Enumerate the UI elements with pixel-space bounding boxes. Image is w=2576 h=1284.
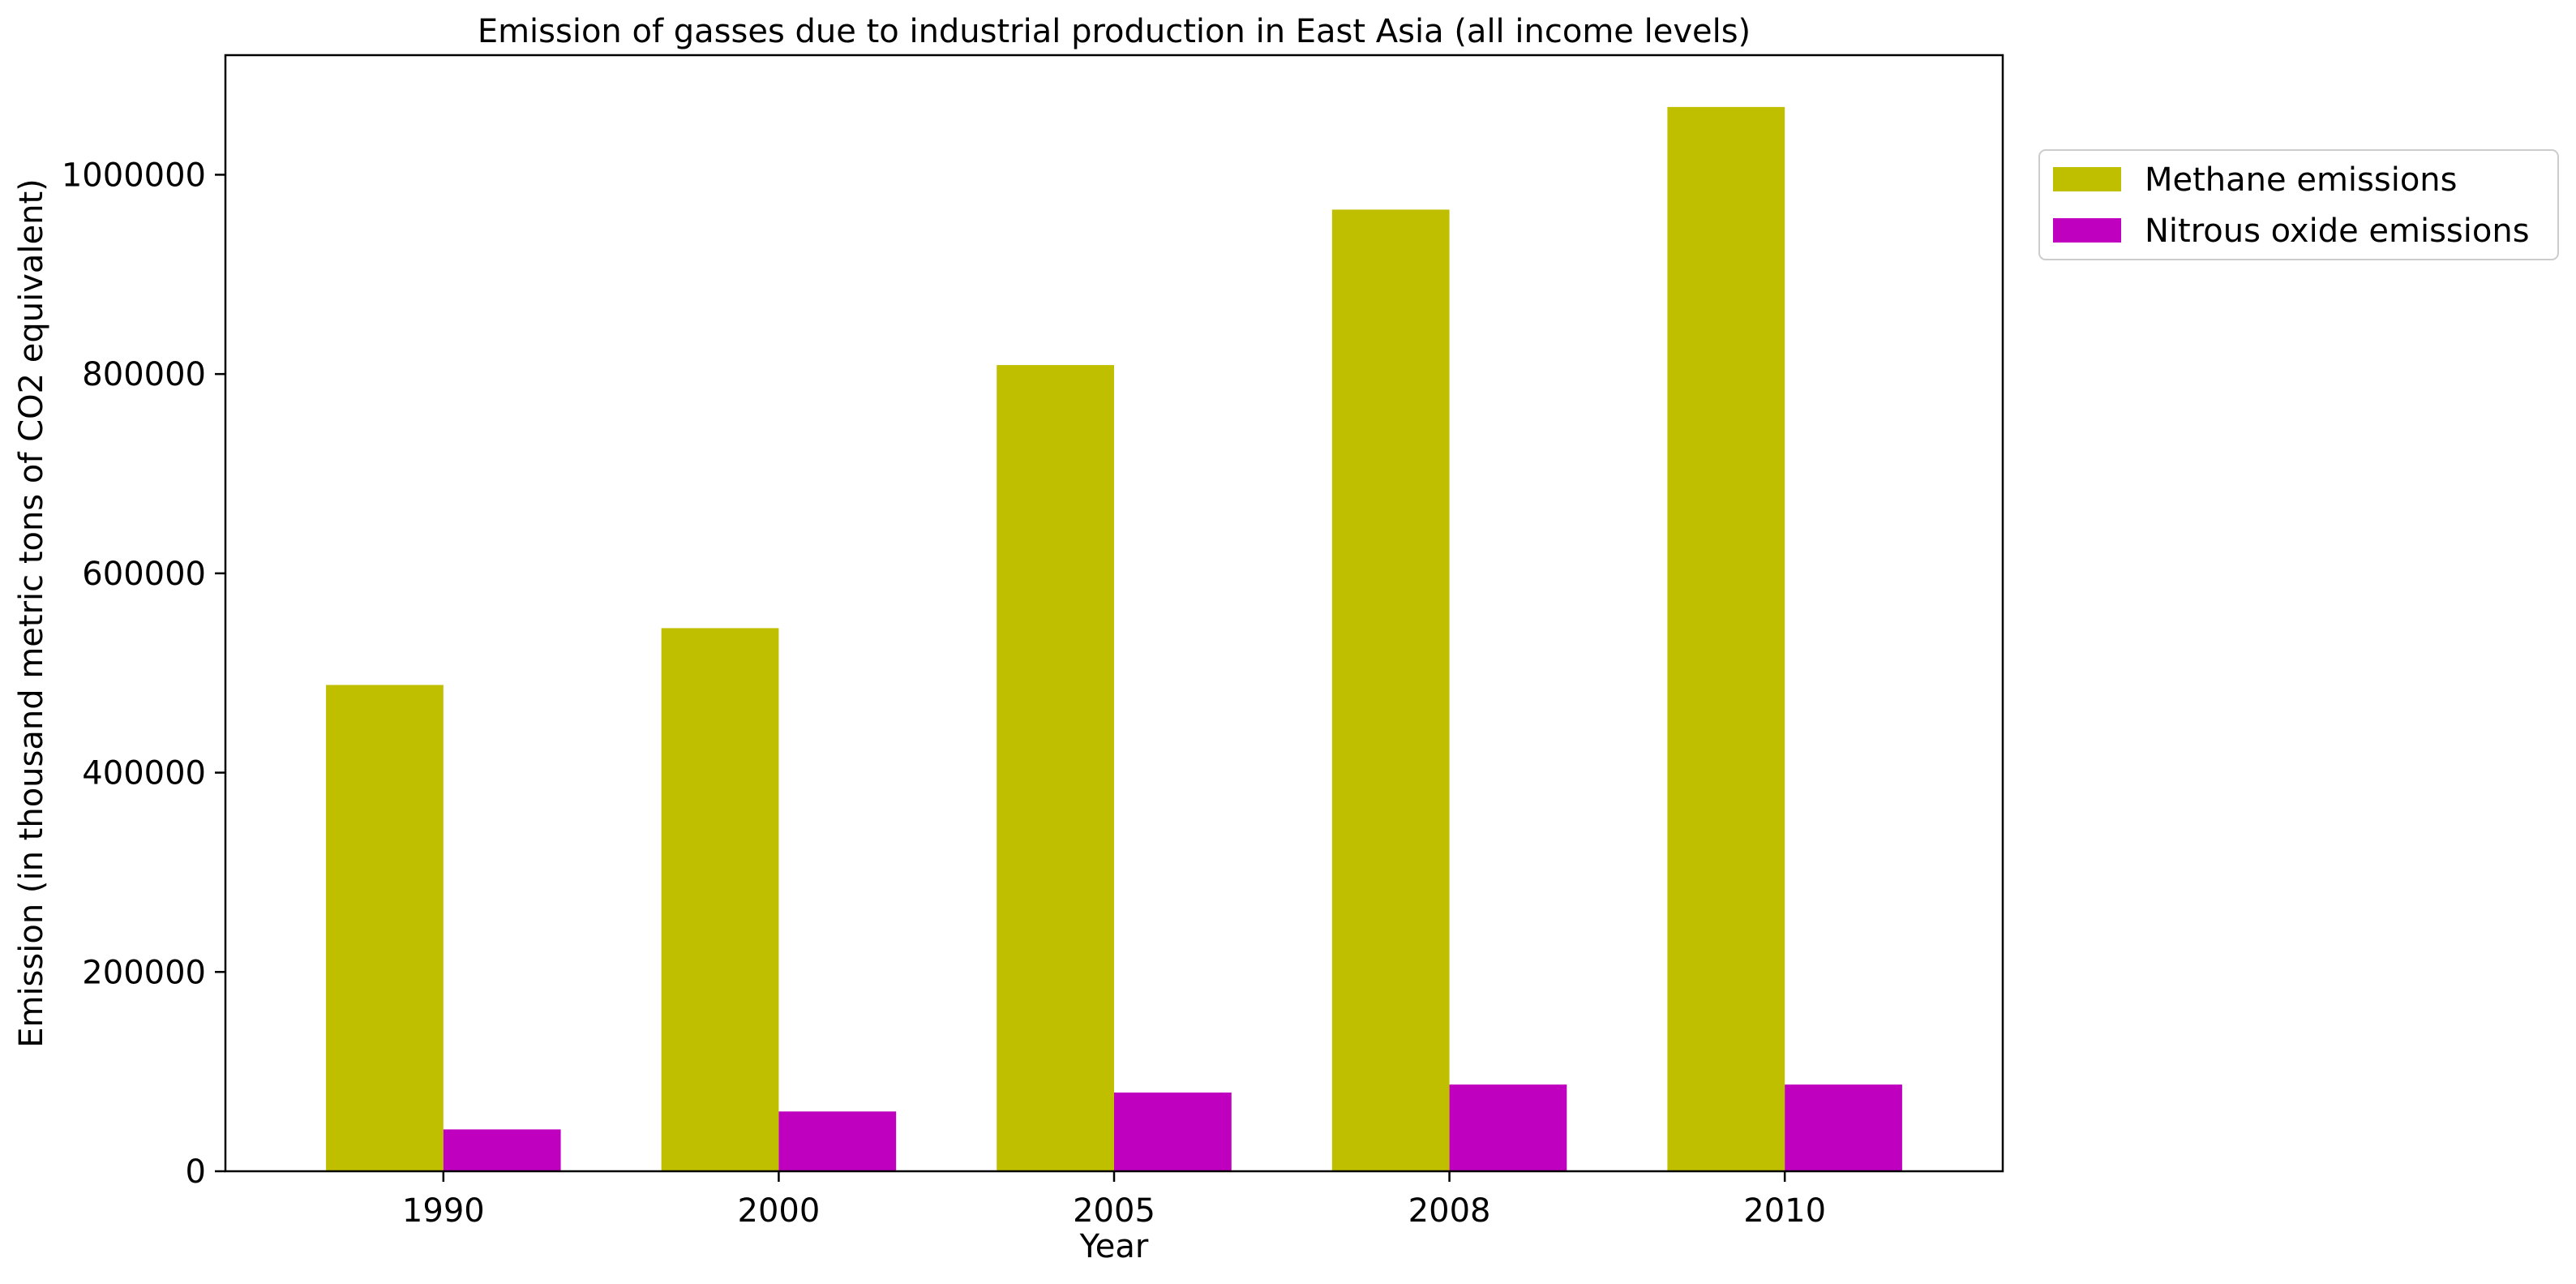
x-tick-label: 2000 — [738, 1192, 821, 1230]
bar-nitrous-oxide-emissions-2010 — [1785, 1084, 1902, 1171]
y-axis-label: Emission (in thousand metric tons of CO2… — [13, 178, 50, 1048]
y-axis: 0 200000 400000 600000 800000 1000000 — [62, 157, 225, 1191]
y-tick-label: 200000 — [82, 954, 206, 991]
bar-methane-emissions-2000 — [661, 628, 779, 1171]
legend-label: Methane emissions — [2145, 161, 2458, 199]
y-tick-label: 1000000 — [62, 157, 206, 194]
y-tick-label: 400000 — [82, 755, 206, 792]
bar-methane-emissions-2008 — [1331, 209, 1450, 1171]
bar-nitrous-oxide-emissions-1990 — [443, 1129, 561, 1171]
legend-swatch — [2053, 218, 2121, 243]
y-tick-label: 0 — [186, 1153, 206, 1191]
bar-nitrous-oxide-emissions-2000 — [778, 1111, 897, 1171]
chart-title: Emission of gasses due to industrial pro… — [478, 13, 1751, 50]
x-tick-label: 2008 — [1408, 1192, 1491, 1230]
x-tick-label: 2005 — [1073, 1192, 1155, 1230]
x-tick-label: 2010 — [1743, 1192, 1826, 1230]
bars-layer — [326, 106, 1902, 1172]
bar-methane-emissions-2005 — [997, 365, 1114, 1172]
y-tick-label: 600000 — [82, 556, 206, 593]
legend: Methane emissions Nitrous oxide emissions — [2038, 149, 2559, 260]
y-tick-label: 800000 — [82, 356, 206, 393]
bar-nitrous-oxide-emissions-2008 — [1449, 1084, 1567, 1171]
bar-nitrous-oxide-emissions-2005 — [1114, 1092, 1232, 1171]
legend-box — [2038, 149, 2559, 260]
x-tick-label: 1990 — [402, 1192, 485, 1230]
legend-swatch — [2053, 167, 2121, 191]
bar-methane-emissions-1990 — [326, 685, 444, 1171]
bar-methane-emissions-2010 — [1667, 106, 1785, 1171]
legend-label: Nitrous oxide emissions — [2145, 213, 2530, 250]
x-axis-label: Year — [1079, 1228, 1149, 1265]
x-axis: 1990 2000 2005 2008 2010 — [402, 1171, 1826, 1230]
